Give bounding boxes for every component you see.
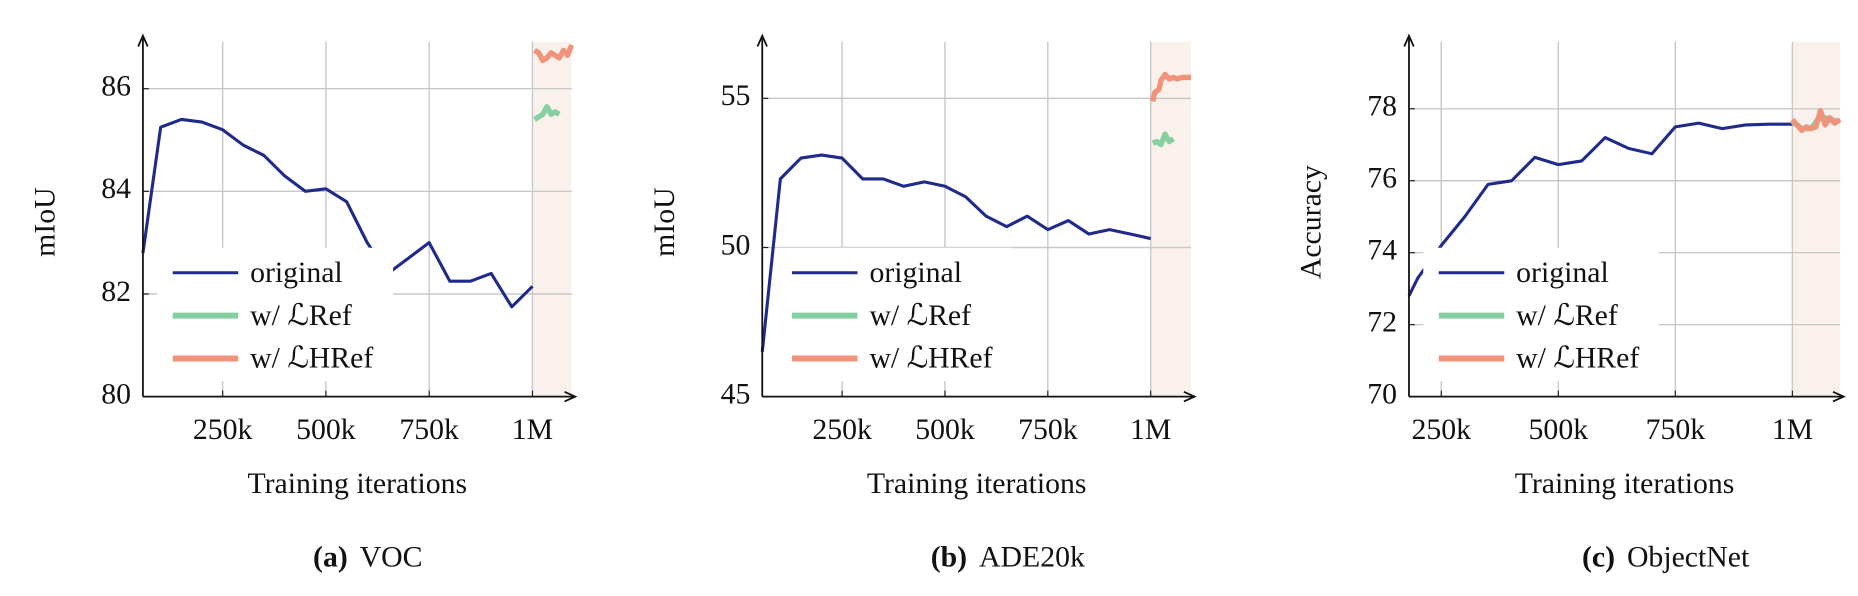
data-line	[141, 117, 534, 309]
highlight-region	[532, 41, 572, 397]
x-axis-title: Training iterations	[247, 467, 467, 500]
subplot: 80 82 84 86 250k 500k 750k 1M original w/ ℒRef w/ …	[28, 33, 578, 574]
y-tick-label: 86	[101, 70, 131, 103]
x-tick-label: 500k	[296, 413, 356, 446]
legend-label: w/ ℒRef	[1516, 299, 1618, 332]
x-axis-title: Training iterations	[867, 467, 1087, 500]
legend-label: w/ ℒHRef	[869, 342, 992, 375]
subplot: 45 50 55 250k 500k 750k 1M original w/ ℒRef w/ ℒH…	[648, 33, 1197, 574]
x-tick-label: 500k	[1529, 413, 1589, 446]
x-tick-label: 1M	[1772, 413, 1813, 446]
data-line	[1790, 107, 1842, 134]
y-tick-label: 78	[1367, 90, 1397, 123]
legend-label: w/ ℒRef	[869, 299, 971, 332]
y-tick-label: 82	[101, 275, 131, 308]
x-tick-label: 250k	[193, 413, 253, 446]
y-tick-label: 84	[101, 172, 131, 205]
y-axis-title: mIoU	[648, 187, 681, 256]
y-axis-title: mIoU	[28, 187, 61, 256]
y-axis-arrow	[137, 33, 149, 47]
legend-label: w/ ℒRef	[250, 299, 352, 332]
legend-label: w/ ℒHRef	[250, 342, 373, 375]
x-axis-arrow	[1183, 391, 1197, 403]
x-tick-label: 750k	[1646, 413, 1706, 446]
data-line	[533, 44, 575, 64]
x-tick-label: 250k	[812, 413, 872, 446]
y-tick-label: 50	[721, 228, 751, 261]
subplot: 70 72 74 76 78 250k 500k 750k 1M original w/ ℒRef w…	[1295, 33, 1846, 574]
x-tick-label: 500k	[915, 413, 975, 446]
subcaption-label: (a)	[313, 541, 348, 574]
x-tick-label: 750k	[399, 413, 459, 446]
data-line	[1407, 121, 1793, 297]
y-axis-arrow	[1403, 33, 1415, 47]
subcaption: ObjectNet	[1627, 541, 1750, 574]
subcaption-label: (b)	[931, 541, 967, 574]
x-tick-label: 750k	[1018, 413, 1078, 446]
subcaption: ADE20k	[979, 541, 1085, 574]
legend-label: original	[1516, 256, 1609, 289]
data-line	[533, 104, 561, 122]
subcaption: VOC	[360, 541, 423, 574]
data-line	[1150, 71, 1192, 102]
legend-label: original	[250, 256, 343, 289]
x-tick-label: 1M	[1130, 413, 1171, 446]
x-tick-label: 1M	[512, 413, 553, 446]
data-line	[760, 153, 1151, 352]
y-tick-label: 80	[101, 377, 131, 410]
x-tick-label: 250k	[1412, 413, 1472, 446]
legend-label: original	[869, 256, 962, 289]
y-tick-label: 76	[1367, 162, 1397, 195]
x-axis-arrow	[564, 391, 578, 403]
y-tick-label: 72	[1367, 305, 1397, 338]
y-tick-label: 70	[1367, 377, 1397, 410]
x-axis-arrow	[1832, 391, 1846, 403]
y-axis-arrow	[756, 33, 768, 47]
y-axis-title: Accuracy	[1295, 165, 1328, 279]
data-line	[1151, 131, 1175, 148]
legend-label: w/ ℒHRef	[1516, 342, 1639, 375]
subcaption-label: (c)	[1582, 541, 1615, 574]
x-axis-title: Training iterations	[1515, 467, 1735, 500]
highlight-region	[1150, 41, 1192, 397]
highlight-region	[1792, 41, 1841, 397]
y-tick-label: 55	[721, 79, 751, 112]
y-tick-label: 74	[1367, 234, 1397, 267]
y-tick-label: 45	[721, 377, 751, 410]
